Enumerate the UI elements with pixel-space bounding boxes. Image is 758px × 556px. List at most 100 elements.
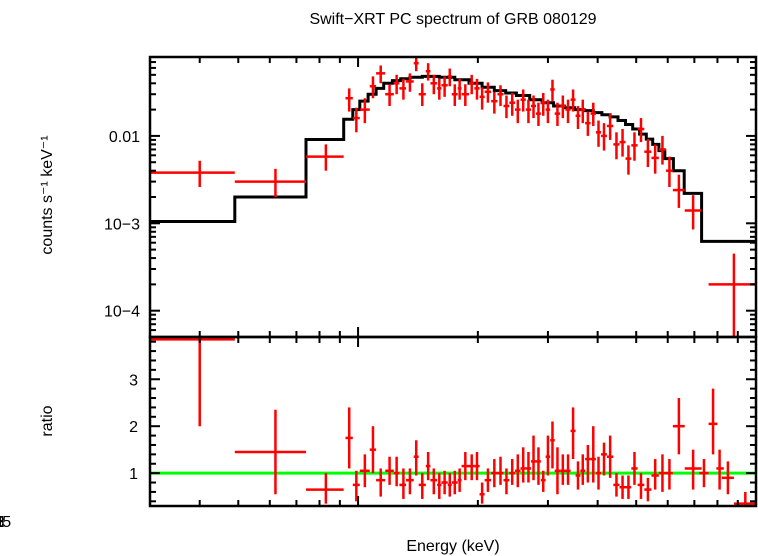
spectrum-data-point (585, 111, 591, 136)
spectrum-data-point (234, 168, 307, 197)
spectrum-data-point (461, 84, 469, 106)
spectrum-data-point (413, 57, 419, 72)
spectrum-data-point (540, 92, 546, 116)
x-tick-label: 5 (0, 514, 5, 531)
spectrum-data-point (479, 87, 485, 110)
ratio-data-point (613, 473, 620, 497)
ratio-data-point (672, 398, 685, 455)
ratio-data-point (385, 456, 394, 485)
spectrum-data-point (430, 74, 438, 95)
spectrum-data-point (545, 99, 551, 124)
ratio-data-point (631, 452, 638, 485)
spectrum-data-point (515, 99, 521, 124)
ratio-data-point (684, 449, 702, 490)
spectrum-data-point (451, 84, 458, 106)
spectrum-data-point (345, 88, 353, 112)
ratio-data-point (708, 388, 718, 455)
ratio-data-point (585, 444, 591, 483)
ratio-data-point (479, 482, 485, 504)
ratio-data-point (497, 456, 504, 485)
chart-title: Swift−XRT PC spectrum of GRB 080129 (309, 11, 596, 28)
x-tick-label: 1 (0, 514, 5, 531)
ratio-data-point (575, 461, 581, 490)
spectrum-data-point (491, 91, 498, 114)
spectrum-data-point (509, 92, 516, 116)
y-tick-label: 3 (129, 372, 138, 389)
spectrum-data-point (613, 132, 620, 160)
ratio-y-axis-label: ratio (39, 405, 56, 436)
spectrum-data-point (385, 84, 394, 106)
ratio-data-point (306, 473, 344, 504)
ratio-data-point (520, 447, 526, 483)
spectrum-data-point (684, 195, 702, 230)
spectrum-data-point (406, 73, 414, 92)
ratio-data-point (484, 468, 492, 492)
y-tick-label: 10−3 (104, 216, 140, 233)
spectrum-data-point (352, 107, 360, 133)
spectrum-data-point (530, 95, 537, 119)
spectrum-panel: 0.01 10−3 10−4 (104, 55, 758, 339)
ratio-data-point (530, 435, 537, 481)
ratio-data-point (619, 475, 626, 499)
y-tick-label: 1 (129, 466, 138, 483)
ratio-data-point (721, 461, 734, 495)
spectrum-data-point (468, 74, 475, 95)
spectrum-data-point (484, 82, 492, 103)
ratio-data-point (437, 473, 442, 499)
y-tick-label: 2 (129, 419, 138, 436)
ratio-data-point (425, 452, 431, 481)
ratio-data-point (509, 459, 516, 485)
y-tick-label: 10−4 (104, 304, 140, 321)
spectrum-data-point (665, 156, 673, 188)
spectrum-data-point (497, 85, 504, 106)
spectrum-data-point (672, 174, 685, 208)
ratio-data-point (536, 447, 541, 485)
spectrum-data-point (457, 78, 462, 100)
ratio-data-point (413, 440, 419, 476)
spectrum-data-point (554, 102, 561, 126)
ratio-data-point (457, 468, 462, 492)
spectrum-y-axis-label: counts s⁻¹ keV⁻¹ (39, 135, 56, 254)
spectrum-data-point (565, 99, 571, 124)
spectrum-data-point (474, 78, 480, 100)
spectrum-data-point (150, 160, 235, 188)
ratio-data-point (525, 452, 531, 483)
spectrum-data-point (550, 79, 555, 102)
spectrum-data-point (580, 99, 586, 124)
ratio-data-point (352, 470, 360, 502)
spectrum-data-point (601, 123, 607, 151)
ratio-data-point (716, 449, 724, 490)
ratio-data-point (606, 435, 614, 478)
spectrum-data-point (625, 145, 632, 175)
ratio-data-point (665, 459, 673, 490)
model-step-line (150, 74, 756, 243)
y-tick-label: 0.01 (109, 129, 140, 146)
ratio-data-point (590, 426, 596, 483)
ratio-data-point (474, 452, 480, 481)
ratio-data-point (447, 473, 452, 497)
ratio-frame (148, 335, 758, 508)
ratio-data-point (406, 468, 414, 495)
ratio-data-point (625, 475, 632, 499)
ratio-data-point (503, 468, 510, 495)
ratio-data-point (430, 468, 438, 495)
spectrum-data-point (359, 98, 370, 124)
spectrum-data-point (590, 102, 596, 126)
ratio-data-point (644, 477, 652, 502)
ratio-data-point (560, 454, 566, 485)
ratio-data-point (699, 459, 709, 488)
spectrum-data-point (619, 128, 626, 157)
ratio-data-point (150, 337, 235, 427)
spectrum-data-point (437, 78, 442, 100)
ratio-data-point (565, 454, 571, 485)
spectrum-data-point (441, 76, 448, 97)
ratio-data-point (399, 468, 407, 499)
ratio-data-point (418, 473, 426, 499)
ratio-data-point (369, 426, 377, 474)
spectrum-data-point (651, 144, 659, 174)
ratio-data-point (468, 454, 475, 481)
spectrum-data-point (560, 95, 566, 119)
ratio-data-point (441, 470, 448, 495)
ratio-data-point (580, 454, 586, 485)
